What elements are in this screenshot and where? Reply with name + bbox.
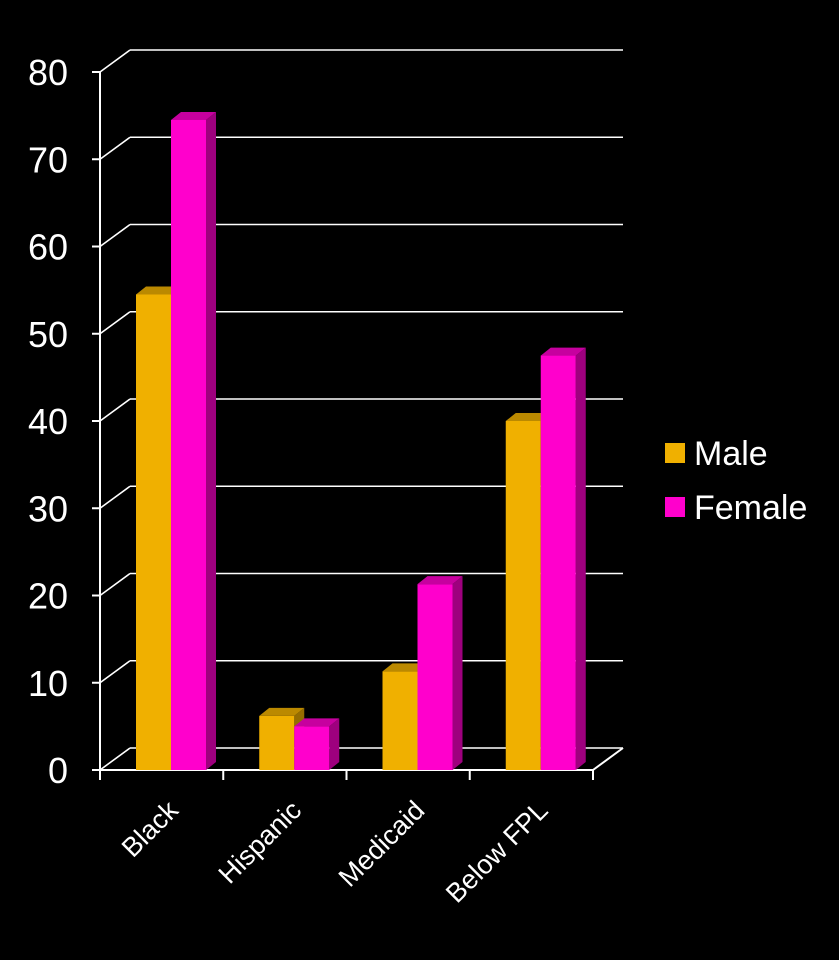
bar-front: [259, 715, 295, 770]
y-tick-label: 40: [28, 401, 68, 442]
bar-female-medicaid: [417, 576, 463, 770]
bar-top: [417, 576, 463, 585]
bar-side: [206, 111, 216, 771]
y-tick-label: 10: [28, 663, 68, 704]
bar-top: [259, 707, 305, 716]
floor-edge: [592, 747, 624, 771]
bar-top: [540, 347, 586, 356]
legend-swatch: [665, 497, 685, 517]
bar-front: [540, 355, 576, 770]
bar-front: [505, 421, 541, 770]
y-tick-label: 80: [28, 52, 68, 93]
gridline-side: [99, 660, 131, 684]
x-tick-label: Medicaid: [333, 795, 431, 893]
y-tick-label: 20: [28, 576, 68, 617]
legend: Male Female: [665, 435, 807, 527]
gridline-side: [99, 485, 131, 509]
bar-front: [294, 726, 330, 770]
bar-top: [136, 286, 181, 295]
x-tick-label: Black: [116, 795, 184, 863]
bar-front: [171, 119, 206, 771]
y-tick-label: 30: [28, 488, 68, 529]
x-tick-label: Below FPL: [440, 795, 554, 909]
x-axis-tick-labels: Black Hispanic Medicaid Below FPL: [116, 795, 554, 909]
gridline-side: [99, 398, 131, 422]
gridline-side: [99, 223, 131, 248]
y-tick-label: 0: [48, 750, 68, 791]
bar-female-hispanic: [294, 718, 340, 770]
bar-top: [294, 718, 340, 727]
bar-female-below-fpl: [540, 347, 586, 770]
gridline-side: [99, 136, 131, 160]
x-tick-label: Hispanic: [213, 795, 307, 889]
bar-side: [452, 576, 463, 770]
legend-swatch: [665, 443, 685, 463]
bars-layer: [136, 111, 586, 771]
bar-front: [136, 294, 171, 770]
gridline-side: [99, 49, 131, 73]
gridline-side: [99, 572, 131, 597]
gridline-side: [99, 311, 131, 335]
legend-label: Female: [694, 489, 807, 527]
y-tick-label: 60: [28, 227, 68, 268]
bar-side: [329, 718, 340, 770]
y-axis-tick-labels: 0 10 20 30 40 50 60 70 80: [28, 52, 68, 791]
bar-top: [171, 111, 216, 120]
bar-front: [417, 584, 453, 770]
y-tick-label: 70: [28, 139, 68, 180]
y-tick-label: 50: [28, 314, 68, 355]
bar-front: [382, 671, 418, 770]
bar-top: [382, 663, 428, 672]
bar-top: [505, 413, 551, 421]
legend-label: Male: [694, 435, 768, 473]
gridline-side: [99, 747, 131, 771]
bar-female-black: [171, 111, 216, 771]
bar-side: [575, 347, 586, 770]
